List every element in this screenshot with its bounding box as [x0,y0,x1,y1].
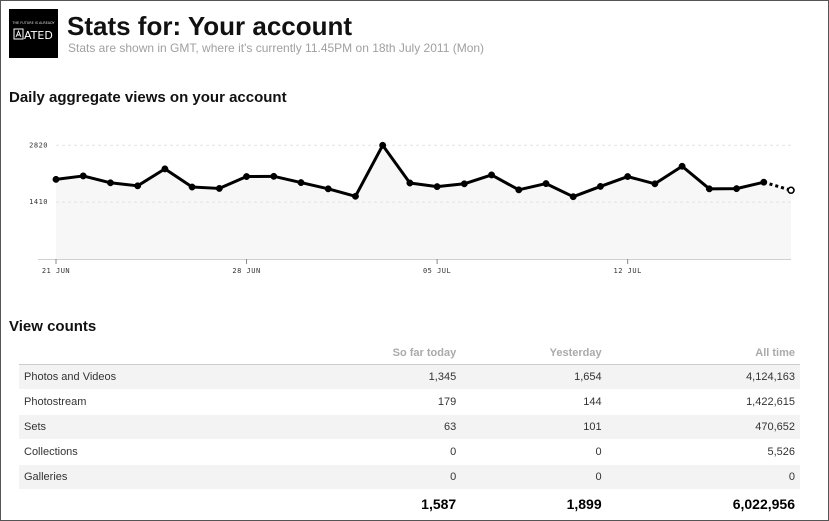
view-counts-heading: View counts [9,318,97,335]
cell-yesterday: 1,654 [461,364,607,390]
column-header-yesterday: Yesterday [461,342,607,365]
cell-all-time: 470,652 [606,414,800,440]
data-point [215,184,223,192]
data-point [651,180,659,188]
view-counts-table: So far today Yesterday All time Photos a… [19,342,800,517]
row-label[interactable]: Sets [19,414,355,440]
cell-all-time: 0 [606,464,800,490]
page-title: Stats for: Your account [67,11,353,41]
data-point [433,183,441,191]
data-point [134,182,142,190]
cell-all-time: 4,124,163 [606,364,800,390]
data-point [52,175,60,183]
row-label[interactable]: Galleries [19,464,355,490]
series-projected-line [763,180,792,192]
cell-today: 1,345 [354,364,462,390]
table-row[interactable]: Sets 63 101 470,652 [19,414,800,440]
x-tick-label: 28 JUN [232,267,260,275]
data-point [569,193,577,201]
data-point [270,172,278,180]
cell-all-time: 1,422,615 [606,389,800,415]
data-point [733,185,741,193]
daily-views-chart[interactable]: 1410 2820 21 JUN 28 JUN 05 JUL 12 JUL [0,120,829,280]
data-point [324,185,332,193]
account-logo[interactable]: THE FUTURE IS ALREADY ATED [9,9,58,58]
data-point [297,179,305,187]
table-row[interactable]: Photostream 179 144 1,422,615 [19,389,800,415]
x-tick-label: 21 JUN [42,267,70,275]
data-point [79,172,87,180]
cell-today: 179 [354,389,462,415]
column-header-all-time: All time [606,342,800,365]
data-point [379,141,387,149]
total-today: 1,587 [354,489,462,517]
data-point [760,178,768,186]
data-point [542,180,550,188]
data-point [351,192,359,200]
total-all-time: 6,022,956 [606,489,800,517]
data-point [106,179,114,187]
data-point [188,183,196,191]
y-tick-label: 2820 [29,141,48,149]
chart-heading: Daily aggregate views on your account [9,89,287,106]
y-tick-label: 1410 [29,198,48,206]
data-point [406,179,414,187]
table-row[interactable]: Collections 0 0 5,526 [19,439,800,465]
column-header-name [19,342,355,365]
data-point [488,171,496,179]
daily-views-chart-svg[interactable]: 1410 2820 21 JUN 28 JUN 05 JUL 12 JUL [0,120,829,280]
data-point [678,162,686,170]
column-header-today: So far today [354,342,462,365]
data-point [596,182,604,190]
totals-row: 1,587 1,899 6,022,956 [19,489,800,517]
data-point [515,186,523,194]
cell-all-time: 5,526 [606,439,800,465]
row-label[interactable]: Photostream [19,389,355,415]
x-tick-label: 12 JUL [614,267,642,275]
totals-label [19,489,355,517]
svg-text:ATED: ATED [24,29,53,42]
cell-yesterday: 0 [461,439,607,465]
x-tick-label: 05 JUL [423,267,451,275]
data-point [460,180,468,188]
cell-yesterday: 0 [461,464,607,490]
data-point [161,165,169,173]
row-label[interactable]: Photos and Videos [19,364,355,390]
total-yesterday: 1,899 [461,489,607,517]
data-point [243,173,251,180]
view-counts-header-row: So far today Yesterday All time [19,342,800,365]
cell-today: 63 [354,414,462,440]
table-row[interactable]: Galleries 0 0 0 [19,464,800,490]
data-point [787,186,795,195]
row-label[interactable]: Collections [19,439,355,465]
svg-text:THE FUTURE IS ALREADY: THE FUTURE IS ALREADY [11,21,55,25]
page-subtitle: Stats are shown in GMT, where it's curre… [68,41,485,55]
data-point [624,173,632,180]
cell-today: 0 [354,439,462,465]
cell-yesterday: 101 [461,414,607,440]
table-row[interactable]: Photos and Videos 1,345 1,654 4,124,163 [19,364,800,390]
cell-today: 0 [354,464,462,490]
data-point [705,185,713,193]
cell-yesterday: 144 [461,389,607,415]
